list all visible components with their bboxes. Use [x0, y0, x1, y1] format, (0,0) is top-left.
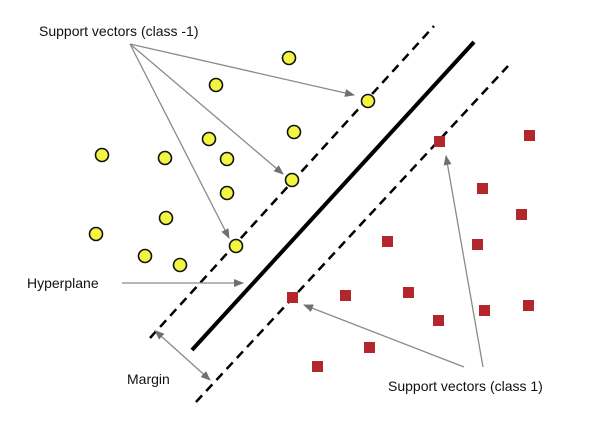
arrow-sv-neg-1	[129, 43, 355, 97]
point-neg	[360, 93, 376, 109]
label-margin: Margin	[127, 371, 170, 387]
point-neg	[172, 257, 188, 273]
point-neg	[88, 226, 104, 242]
arrows	[122, 43, 484, 381]
arrow-sv-neg-3	[129, 43, 230, 239]
label-support-vectors-neg: Support vectors (class -1)	[39, 23, 199, 39]
point-neg	[94, 147, 110, 163]
point-neg	[228, 238, 244, 254]
arrow-margin	[154, 329, 211, 381]
point-neg	[219, 151, 235, 167]
point-pos	[382, 236, 393, 247]
point-pos	[434, 136, 445, 147]
point-neg	[157, 150, 173, 166]
point-neg	[286, 124, 302, 140]
hyperplane-line	[190, 40, 476, 352]
arrow-sv-neg-2	[129, 43, 284, 175]
class-neg-points	[88, 50, 376, 273]
point-pos	[340, 290, 351, 301]
label-hyperplane: Hyperplane	[27, 275, 99, 291]
arrow-sv-pos-2	[303, 304, 465, 368]
arrow-sv-pos-1	[443, 155, 484, 368]
point-pos	[523, 300, 534, 311]
point-neg	[219, 185, 235, 201]
label-support-vectors-pos: Support vectors (class 1)	[388, 378, 543, 394]
point-pos	[364, 342, 375, 353]
point-neg	[284, 172, 300, 188]
point-pos	[433, 315, 444, 326]
point-pos	[312, 361, 323, 372]
point-neg	[137, 248, 153, 264]
point-pos	[287, 292, 298, 303]
point-neg	[158, 210, 174, 226]
point-pos	[516, 209, 527, 220]
point-neg	[208, 77, 224, 93]
point-pos	[477, 183, 488, 194]
class-pos-points	[287, 130, 535, 372]
point-pos	[472, 239, 483, 250]
point-pos	[524, 130, 535, 141]
point-neg	[281, 50, 297, 66]
point-pos	[479, 305, 490, 316]
point-pos	[403, 287, 414, 298]
margin-line-lower	[195, 65, 509, 403]
point-neg	[201, 131, 217, 147]
